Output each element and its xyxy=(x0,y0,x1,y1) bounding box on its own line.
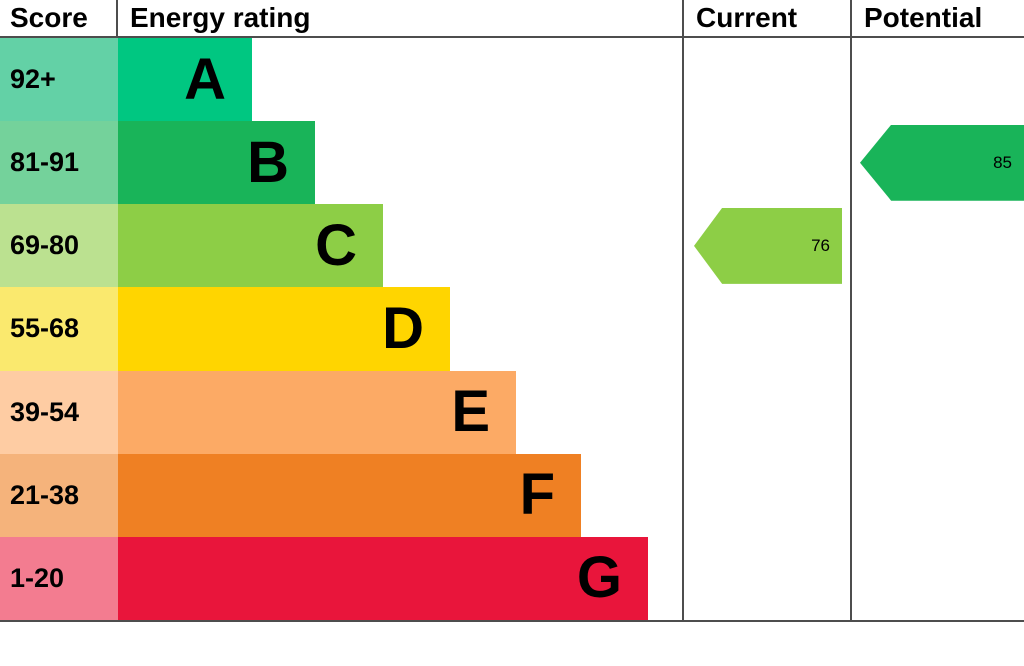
band-letter: G xyxy=(576,545,622,611)
band-score-range: 92+ xyxy=(0,38,118,122)
current-cell xyxy=(682,287,850,371)
current-cell: 76 xyxy=(682,204,850,288)
current-column-header: Current xyxy=(682,0,850,36)
band-rows: 92+ A 81-91 B 85 69-80 xyxy=(0,38,1024,622)
band-bar-a: A xyxy=(118,38,252,122)
band-score-range: 55-68 xyxy=(0,287,118,371)
band-bar-area: D xyxy=(118,287,682,371)
band-letter: D xyxy=(382,295,424,361)
band-score-range: 1-20 xyxy=(0,536,118,620)
band-score-range: 21-38 xyxy=(0,453,118,537)
band-row-g: 1-20 G xyxy=(0,536,1024,620)
band-bar-d: D xyxy=(118,287,450,371)
band-letter: E xyxy=(451,379,490,445)
band-letter: F xyxy=(519,462,555,528)
band-bar-area: E xyxy=(118,370,682,454)
potential-rating-value: 85 xyxy=(993,152,1012,172)
potential-rating-arrow: 85 xyxy=(860,124,1024,201)
band-score-range: 69-80 xyxy=(0,204,118,288)
current-cell xyxy=(682,370,850,454)
potential-column-header: Potential xyxy=(850,0,1024,36)
band-bar-area: B xyxy=(118,121,682,205)
band-row-e: 39-54 E xyxy=(0,370,1024,454)
potential-cell: 85 xyxy=(850,121,1024,205)
potential-cell xyxy=(850,536,1024,620)
current-rating-value: 76 xyxy=(811,235,830,255)
score-column-header: Score xyxy=(0,0,118,36)
potential-cell xyxy=(850,38,1024,122)
band-row-a: 92+ A xyxy=(0,38,1024,122)
band-row-c: 69-80 C 76 xyxy=(0,204,1024,288)
band-score-range: 81-91 xyxy=(0,121,118,205)
band-row-f: 21-38 F xyxy=(0,453,1024,537)
potential-cell xyxy=(850,453,1024,537)
band-bar-g: G xyxy=(118,536,648,620)
band-bar-area: A xyxy=(118,38,682,122)
band-bar-b: B xyxy=(118,121,315,205)
band-bar-c: C xyxy=(118,204,383,288)
band-letter: A xyxy=(184,46,226,112)
band-bar-e: E xyxy=(118,370,516,454)
current-cell xyxy=(682,453,850,537)
current-cell xyxy=(682,121,850,205)
chart-header: Score Energy rating Current Potential xyxy=(0,0,1024,38)
potential-cell xyxy=(850,204,1024,288)
current-cell xyxy=(682,536,850,620)
energy-rating-column-header: Energy rating xyxy=(130,2,311,33)
band-bar-area: G xyxy=(118,536,682,620)
band-row-d: 55-68 D xyxy=(0,287,1024,371)
band-row-b: 81-91 B 85 xyxy=(0,121,1024,205)
current-rating-arrow: 76 xyxy=(694,207,842,284)
band-letter: C xyxy=(315,212,357,278)
band-bar-f: F xyxy=(118,453,581,537)
potential-cell xyxy=(850,370,1024,454)
band-score-range: 39-54 xyxy=(0,370,118,454)
potential-cell xyxy=(850,287,1024,371)
current-cell xyxy=(682,38,850,122)
band-bar-area: C xyxy=(118,204,682,288)
band-letter: B xyxy=(247,129,289,195)
band-bar-area: F xyxy=(118,453,682,537)
